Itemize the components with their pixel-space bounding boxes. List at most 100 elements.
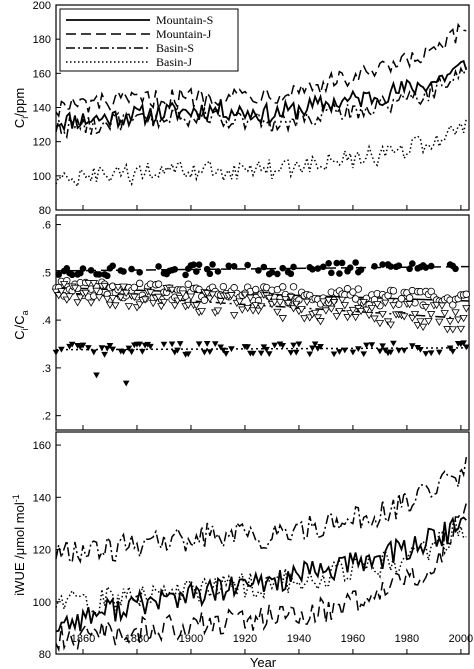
- plot-frame: [56, 215, 469, 430]
- data-point: [341, 303, 348, 309]
- data-point: [274, 271, 281, 278]
- y-tick-label: 100: [33, 171, 51, 183]
- data-point: [420, 324, 427, 330]
- data-point: [223, 351, 230, 357]
- x-tick-label: 1980: [395, 633, 419, 645]
- data-point: [436, 350, 443, 356]
- data-point: [363, 343, 370, 349]
- data-point: [290, 283, 297, 290]
- y-tick-label: 160: [33, 68, 51, 80]
- data-point: [104, 272, 111, 279]
- data-point: [401, 348, 408, 354]
- series-basin-j-line: [56, 521, 466, 613]
- data-point: [293, 350, 300, 356]
- data-point: [128, 349, 135, 355]
- data-point: [279, 265, 286, 272]
- data-point: [177, 341, 184, 347]
- y-tick-label: .5: [42, 267, 51, 279]
- data-point: [423, 351, 430, 357]
- data-point: [355, 286, 362, 293]
- data-point: [409, 260, 416, 267]
- data-point: [93, 373, 100, 379]
- data-point: [360, 351, 367, 357]
- data-point: [436, 319, 443, 325]
- data-point: [58, 347, 65, 353]
- data-point: [258, 351, 265, 357]
- data-point: [169, 342, 176, 348]
- data-point: [215, 268, 222, 275]
- data-point: [125, 304, 132, 310]
- y-axis-title: Ci/ppm: [12, 88, 30, 128]
- y-tick-label: .3: [42, 363, 51, 375]
- data-point: [336, 349, 343, 355]
- data-point: [336, 270, 343, 277]
- y-tick-label: 120: [33, 545, 51, 557]
- data-point: [352, 314, 359, 320]
- data-point: [88, 300, 95, 306]
- x-tick-label: 1960: [341, 633, 365, 645]
- y-tick-label: 140: [33, 103, 51, 115]
- panel-ci-ca: .2.3.4.5.6Ci/Ca: [12, 215, 470, 430]
- data-point: [371, 263, 378, 270]
- data-point: [204, 341, 211, 347]
- data-point: [244, 262, 251, 269]
- data-point: [317, 319, 324, 325]
- data-point: [112, 303, 119, 309]
- series-basin-j-line: [56, 118, 466, 186]
- data-point: [350, 350, 357, 356]
- data-point: [425, 318, 432, 324]
- data-point: [331, 351, 338, 357]
- data-point: [352, 259, 359, 266]
- x-axis-title: Year: [250, 655, 277, 669]
- data-point: [109, 262, 116, 269]
- data-point: [182, 272, 189, 279]
- data-point: [55, 271, 62, 278]
- data-point: [196, 341, 203, 347]
- data-point: [369, 342, 376, 348]
- data-point: [322, 308, 329, 314]
- data-point: [266, 351, 273, 357]
- y-tick-label: 100: [33, 597, 51, 609]
- data-point: [463, 291, 470, 298]
- x-tick-label: 1900: [179, 633, 203, 645]
- data-point: [325, 260, 332, 267]
- data-point: [452, 310, 459, 316]
- data-point: [207, 349, 214, 355]
- data-point: [288, 270, 295, 277]
- y-tick-label: .4: [42, 315, 51, 327]
- data-point: [123, 381, 130, 387]
- data-point: [201, 297, 208, 304]
- data-point: [439, 303, 446, 309]
- data-point: [196, 261, 203, 268]
- data-point: [441, 311, 448, 317]
- y-tick-label: .6: [42, 220, 51, 232]
- x-tick-label: 2000: [449, 633, 473, 645]
- x-tick-label: 1940: [287, 633, 311, 645]
- data-point: [99, 345, 106, 351]
- data-point: [396, 348, 403, 354]
- data-point: [128, 266, 135, 273]
- data-point: [239, 307, 246, 313]
- data-point: [220, 283, 227, 290]
- data-point: [209, 261, 216, 268]
- data-point: [201, 350, 208, 356]
- data-point: [101, 352, 108, 358]
- y-tick-label: 140: [33, 492, 51, 504]
- data-point: [279, 284, 286, 291]
- y-axis-title: iWUE /μmol mol-1: [11, 494, 27, 595]
- y-tick-label: 80: [39, 205, 51, 217]
- data-point: [355, 346, 362, 352]
- data-point: [80, 265, 87, 272]
- legend-label: Basin-S: [156, 41, 194, 55]
- data-point: [155, 281, 162, 288]
- data-point: [455, 317, 462, 323]
- data-point: [274, 309, 281, 315]
- y-axis-title: Ci/Ca: [12, 310, 30, 339]
- data-point: [304, 299, 311, 305]
- y-tick-label: 160: [33, 440, 51, 452]
- data-point: [452, 265, 459, 272]
- data-point: [279, 316, 286, 322]
- data-point: [447, 319, 454, 325]
- data-point: [231, 263, 238, 270]
- y-tick-label: 180: [33, 34, 51, 46]
